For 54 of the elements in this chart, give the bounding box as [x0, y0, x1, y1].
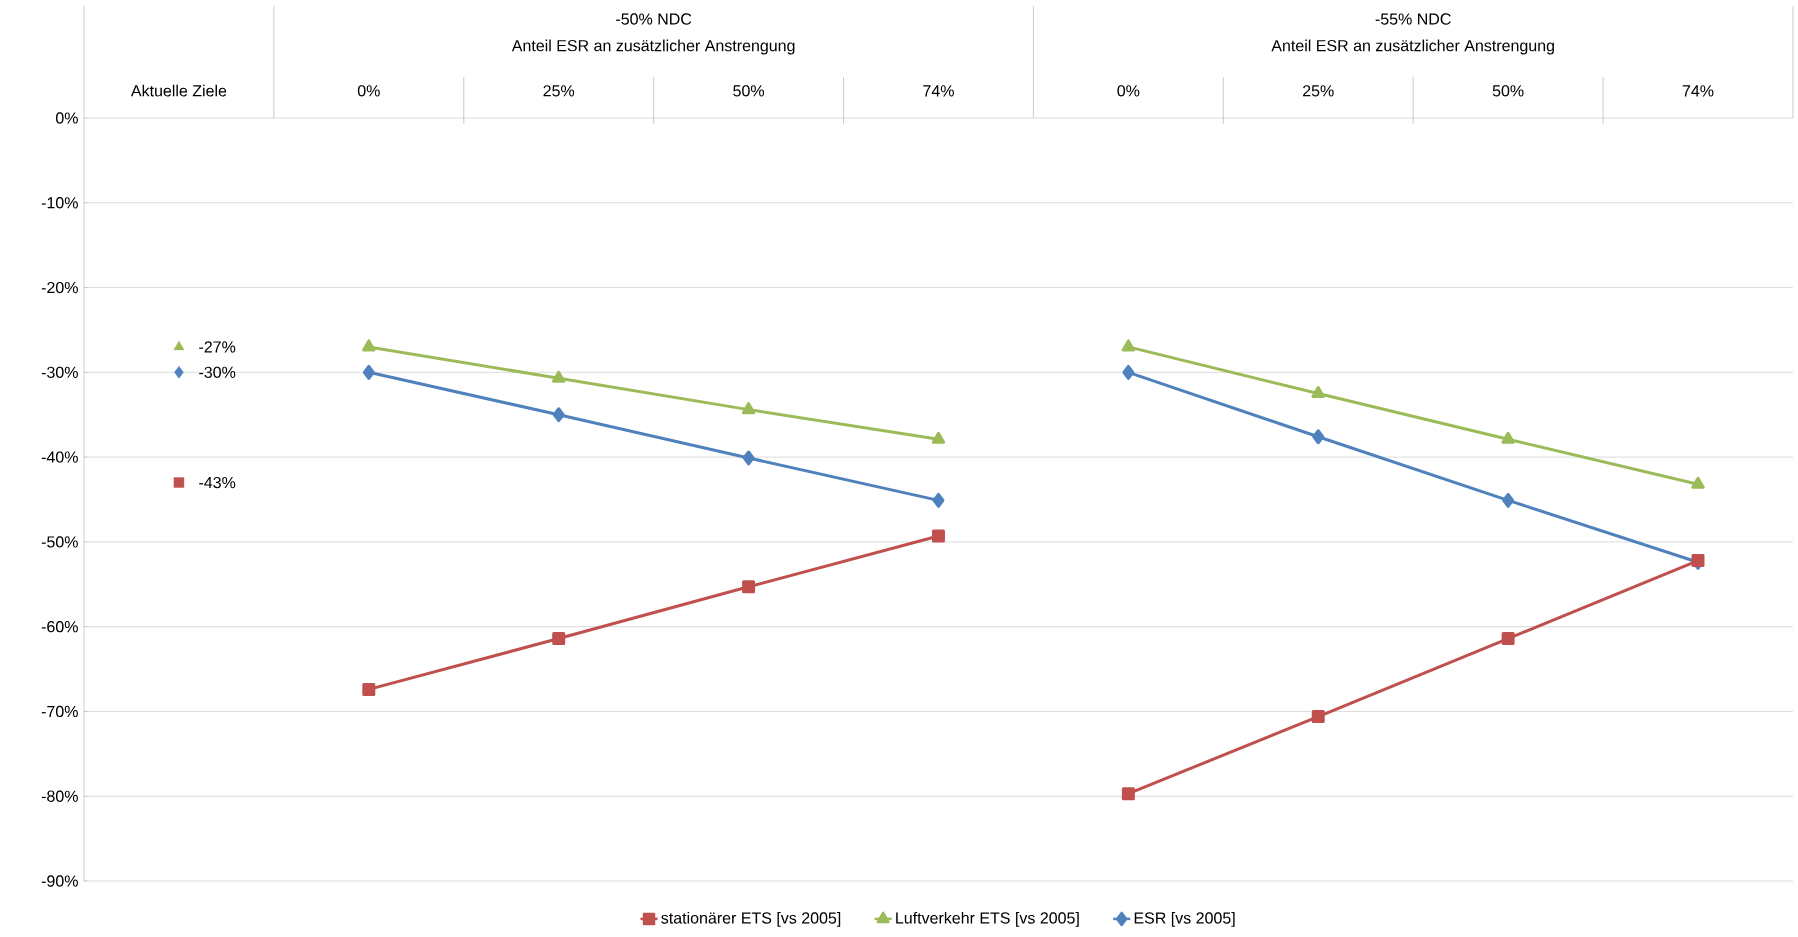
point — [552, 407, 565, 423]
point — [552, 632, 566, 646]
x-tick-label: 25% — [1303, 85, 1334, 97]
point — [932, 492, 945, 508]
data-label: -30% — [199, 366, 236, 378]
y-tick-label: -20% — [41, 281, 78, 294]
x-tick-label: 50% — [733, 85, 765, 97]
legend-label: Luftverkehr ETS [vs 2005] — [896, 911, 1079, 927]
point — [1312, 429, 1325, 445]
y-tick-label: -40% — [41, 451, 78, 463]
x-tick-label: 74% — [923, 85, 954, 97]
point — [1501, 632, 1515, 646]
point — [552, 370, 566, 383]
x-tick-label: Aktuelle Ziele — [130, 84, 227, 97]
text: Anteil ESR an zusätzlicher Anstrengung — [1271, 39, 1554, 55]
point — [1122, 364, 1135, 380]
y-tick-label: -60% — [41, 621, 78, 633]
point — [174, 366, 184, 379]
point — [362, 364, 375, 380]
legend-label: stationärer ETS [vs 2005] — [661, 911, 841, 927]
point — [742, 450, 755, 466]
point — [1502, 492, 1515, 508]
data-label: -43% — [199, 476, 236, 489]
x-tick-label: 0% — [1117, 85, 1140, 97]
x-tick-label: 25% — [543, 85, 575, 97]
point — [1311, 710, 1325, 724]
y-tick-label: -10% — [41, 197, 78, 209]
point — [362, 339, 376, 352]
point — [741, 402, 756, 415]
point — [1121, 787, 1135, 801]
point — [1501, 431, 1515, 444]
text: Anteil ESR an zusätzlicher Anstrengung — [511, 39, 795, 55]
y-tick-label: 0% — [55, 112, 78, 124]
y-tick-label: -70% — [41, 705, 78, 718]
y-tick-label: -80% — [41, 790, 78, 802]
data-label: -27% — [199, 341, 236, 353]
point — [742, 580, 756, 594]
point — [1121, 339, 1136, 352]
point — [173, 340, 185, 351]
point — [1311, 386, 1325, 399]
y-tick-label: -30% — [41, 366, 78, 378]
point — [931, 431, 946, 444]
legend-label: ESR [vs 2005] — [1134, 911, 1235, 927]
point — [931, 529, 945, 543]
y-tick-label: -50% — [41, 536, 78, 548]
text: -55% NDC — [1375, 13, 1451, 25]
x-tick-label: 50% — [1492, 85, 1524, 97]
point — [1691, 476, 1705, 489]
x-tick-label: 0% — [357, 85, 380, 97]
point — [362, 682, 376, 696]
text: -50% NDC — [616, 13, 692, 25]
x-tick-label: 74% — [1682, 85, 1714, 97]
y-tick-label: -90% — [41, 875, 78, 887]
point — [173, 477, 185, 488]
